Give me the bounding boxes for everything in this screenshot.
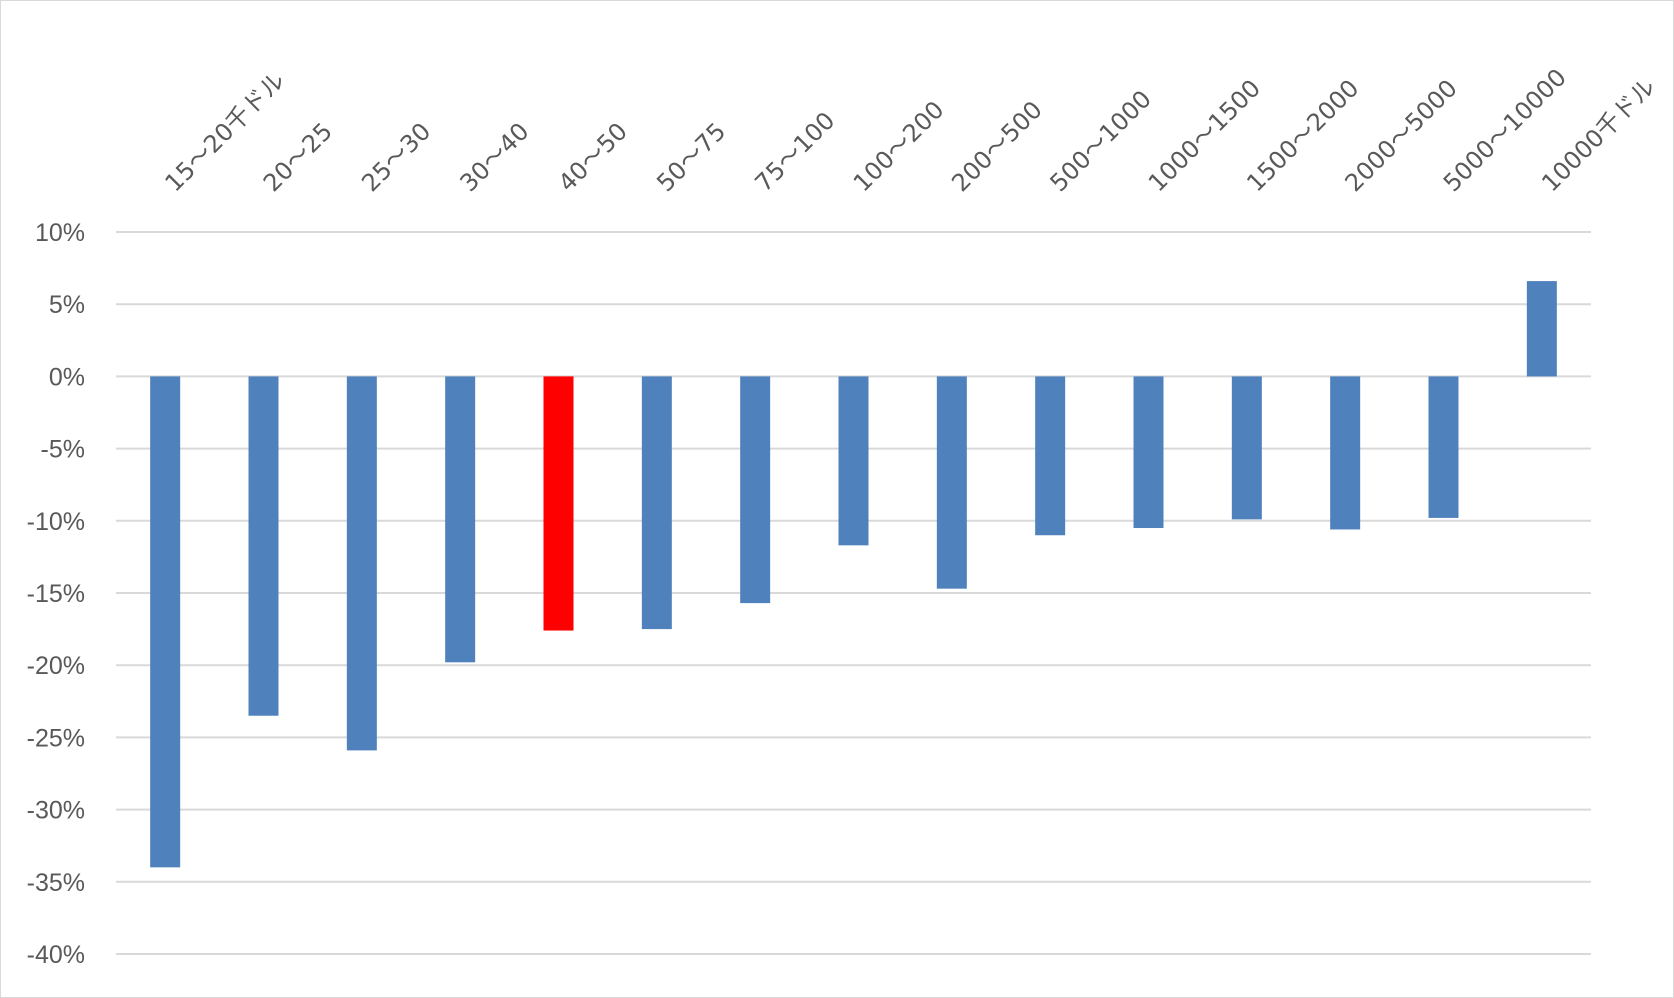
category-label: 20～25 [258, 117, 338, 197]
bar [740, 376, 771, 604]
y-tick-label: -20% [27, 652, 85, 680]
y-tick-label: -40% [27, 941, 85, 969]
y-tick-label: 10% [35, 219, 85, 247]
y-tick-label: -35% [27, 869, 85, 897]
y-tick-label: -15% [27, 580, 85, 608]
bar [1035, 376, 1066, 536]
category-label: 50～75 [651, 117, 731, 197]
category-label: 30～40 [455, 117, 535, 197]
y-tick-label: -10% [27, 508, 85, 536]
gridlines [116, 231, 1591, 955]
y-tick-label: -5% [41, 436, 85, 464]
bar [936, 376, 967, 589]
category-label: 200～500 [946, 96, 1048, 198]
bar [445, 376, 476, 663]
category-label: 25～30 [356, 117, 436, 197]
bar [1428, 376, 1459, 518]
bar [641, 376, 672, 630]
y-tick-label: -25% [27, 724, 85, 752]
bar [248, 376, 279, 716]
bar [1133, 376, 1164, 529]
y-tick-label: 0% [49, 363, 85, 391]
category-label: 75～100 [750, 106, 841, 197]
y-tick-label: -30% [27, 797, 85, 825]
bars [150, 281, 1557, 868]
category-label: 500～1000 [1045, 85, 1157, 197]
bar [1231, 376, 1262, 520]
bar [1330, 376, 1361, 530]
y-tick-label: 5% [49, 291, 85, 319]
bar [1526, 281, 1557, 377]
bar [543, 376, 574, 631]
category-label: 40～50 [553, 117, 633, 197]
category-label: 100～200 [848, 96, 950, 198]
bar [838, 376, 869, 546]
bar [150, 376, 181, 868]
y-axis-tick-labels: 10% 5% 0% -5% -10% -15% -20% -25% -30% -35% -40% [27, 219, 85, 969]
bar [346, 376, 377, 751]
